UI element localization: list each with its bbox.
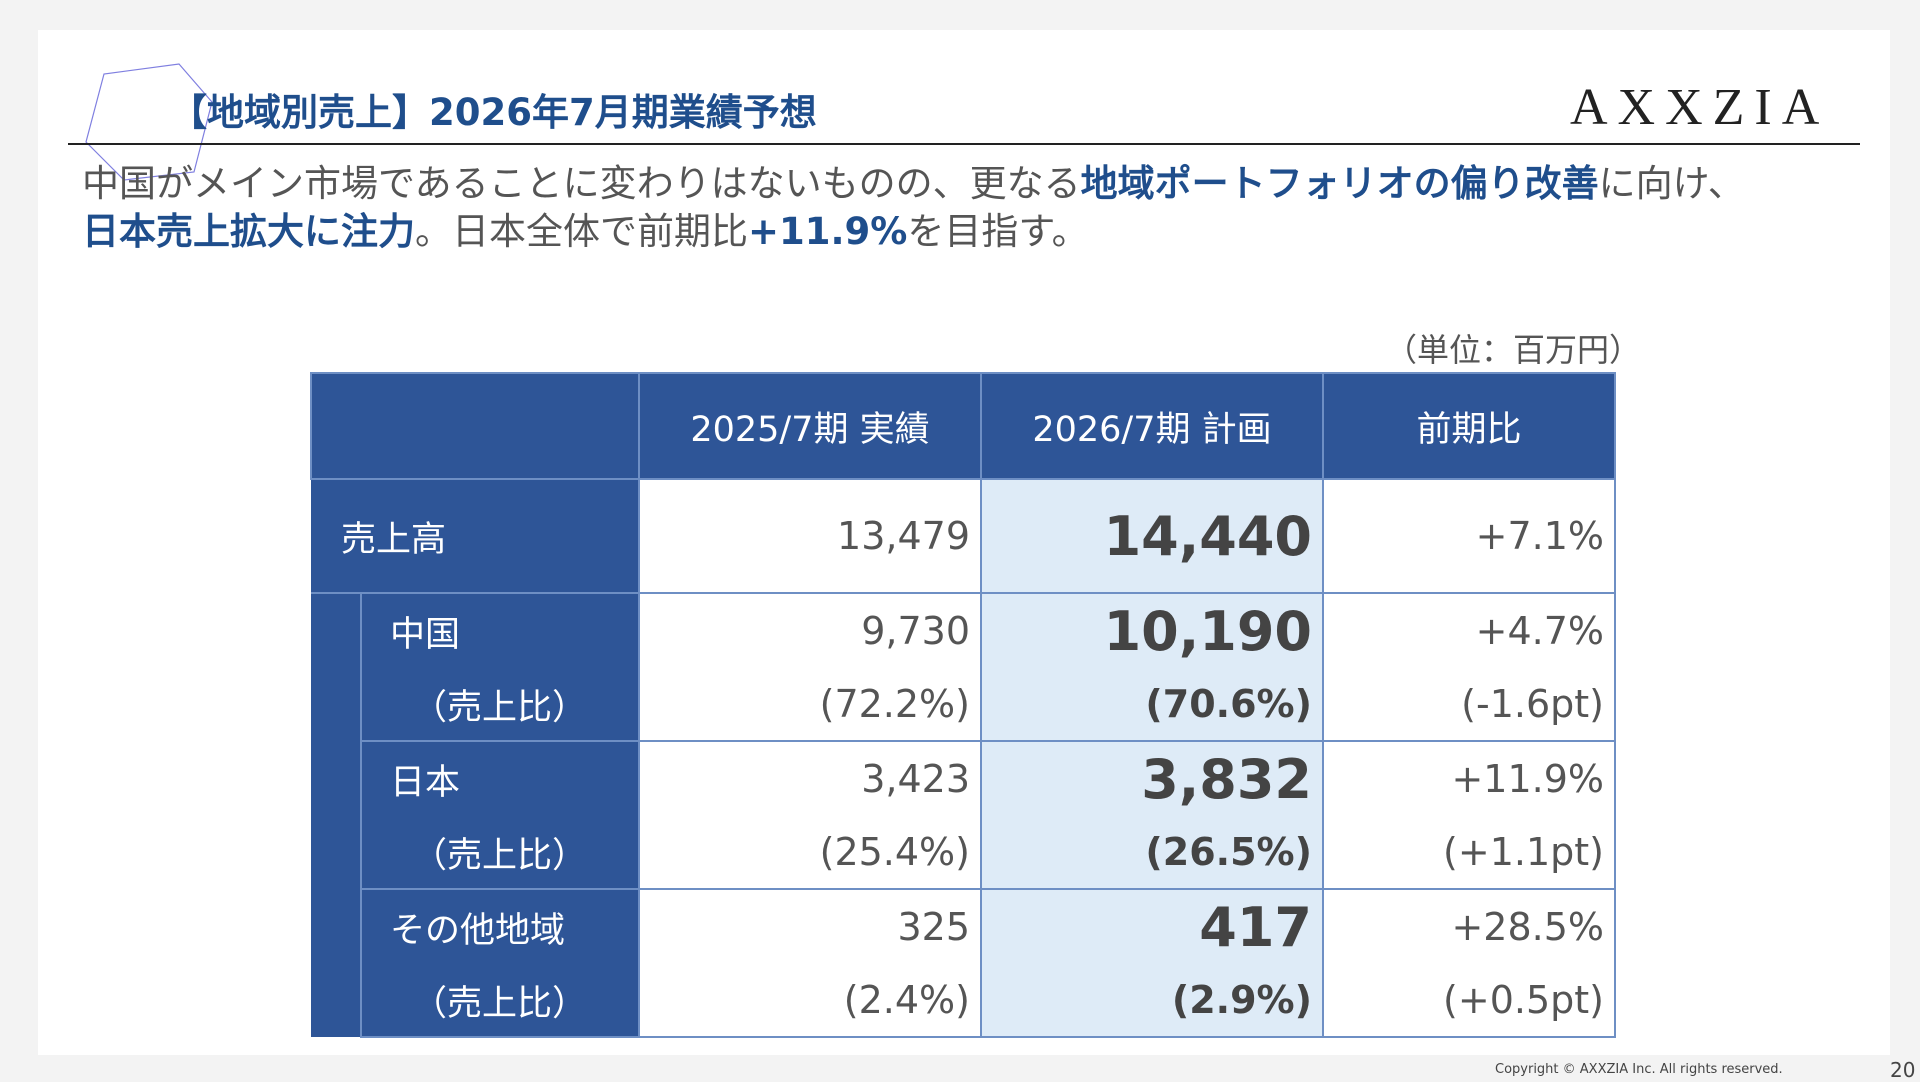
lead-line2-a: 。日本全体で前期比 [415, 210, 748, 253]
lead-line2-highlight: 日本売上拡大に注力 [82, 210, 415, 253]
cell-total-actual: 13,479 [638, 479, 982, 594]
unit-label: （単位：百万円） [1385, 331, 1642, 369]
page-number: 20 [1890, 1058, 1916, 1082]
table-row-china-ratio: （売上比） (72.2%) (70.6%) (-1.6pt) [311, 668, 1616, 742]
cell-china-yoy: +4.7% [1322, 593, 1616, 668]
cell-japan-actual: 3,423 [638, 741, 982, 816]
lead-line2-highlight-growth: +11.9% [748, 210, 908, 253]
header-actual: 2025/7期 実績 [638, 372, 982, 480]
cell-japan-yoy: +11.9% [1322, 741, 1616, 816]
table-row-japan-ratio: （売上比） (25.4%) (26.5%) (+1.1pt) [311, 816, 1616, 890]
row-label-total: 売上高 [311, 479, 639, 594]
lead-line2-b: を目指す。 [907, 210, 1089, 253]
row-label-other-ratio: （売上比） [360, 964, 639, 1038]
cell-japan-ratio-yoy: (+1.1pt) [1322, 816, 1616, 890]
page-title: 【地域別売上】2026年7月期業績予想 [170, 91, 817, 134]
row-label-japan: 日本 [360, 741, 639, 816]
regional-sales-table: 2025/7期 実績 2026/7期 計画 前期比 売上高 13,479 14,… [310, 372, 1616, 1038]
cell-total-plan: 14,440 [980, 479, 1324, 594]
cell-other-yoy: +28.5% [1322, 889, 1616, 964]
lead-text: 中国がメイン市場であることに変わりはないものの、更なる地域ポートフォリオの偏り改… [82, 160, 1872, 256]
row-label-japan-ratio: （売上比） [360, 816, 639, 890]
cell-japan-plan: 3,832 [980, 741, 1324, 816]
table-row-other-ratio: （売上比） (2.4%) (2.9%) (+0.5pt) [311, 964, 1616, 1038]
row-label-china: 中国 [360, 593, 639, 668]
cell-china-ratio-yoy: (-1.6pt) [1322, 668, 1616, 742]
table-row-other: その他地域 325 417 +28.5% [311, 889, 1616, 964]
table-header-row: 2025/7期 実績 2026/7期 計画 前期比 [310, 372, 1616, 480]
table-row-china: 中国 9,730 10,190 +4.7% [311, 593, 1616, 1037]
cell-china-actual: 9,730 [638, 593, 982, 668]
cell-other-ratio-actual: (2.4%) [638, 964, 982, 1038]
cell-total-yoy: +7.1% [1322, 479, 1616, 594]
header-corner [310, 372, 640, 480]
header-divider [68, 143, 1860, 145]
row-group-strip [311, 593, 361, 1037]
cell-china-plan: 10,190 [980, 593, 1324, 668]
cell-other-ratio-yoy: (+0.5pt) [1322, 964, 1616, 1038]
row-label-other: その他地域 [360, 889, 639, 964]
table-row-total: 売上高 13,479 14,440 +7.1% [311, 479, 1616, 594]
cell-china-ratio-actual: (72.2%) [638, 668, 982, 742]
cell-other-ratio-plan: (2.9%) [980, 964, 1324, 1038]
cell-japan-ratio-actual: (25.4%) [638, 816, 982, 890]
axxzia-logo: AXXZIA [1570, 79, 1830, 136]
row-label-china-ratio: （売上比） [360, 668, 639, 742]
cell-other-plan: 417 [980, 889, 1324, 964]
lead-line1-a: 中国がメイン市場であることに変わりはないものの、更なる [82, 162, 1081, 205]
header-plan: 2026/7期 計画 [980, 372, 1324, 480]
hexagon-decoration-icon [85, 63, 213, 181]
lead-line1-highlight: 地域ポートフォリオの偏り改善 [1080, 162, 1599, 205]
cell-china-ratio-plan: (70.6%) [980, 668, 1324, 742]
header-yoy: 前期比 [1322, 372, 1616, 480]
copyright-text: Copyright © AXXZIA Inc. All rights reser… [1495, 1062, 1783, 1077]
cell-japan-ratio-plan: (26.5%) [980, 816, 1324, 890]
table-row-japan: 日本 3,423 3,832 +11.9% [311, 741, 1616, 816]
cell-other-actual: 325 [638, 889, 982, 964]
lead-line1-b: に向け、 [1598, 162, 1745, 205]
